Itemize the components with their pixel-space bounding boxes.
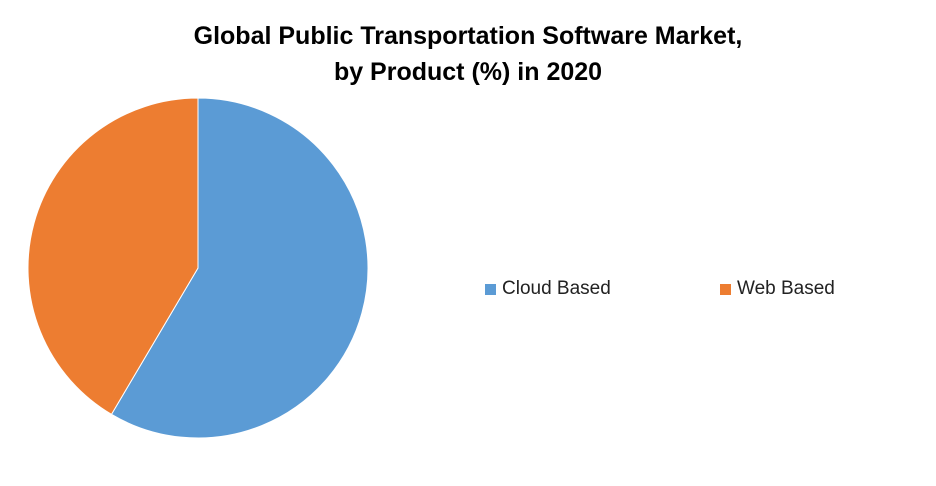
chart-title-line-2: by Product (%) in 2020 (333, 58, 603, 86)
pie-slice-cloud-based (110, 97, 369, 439)
legend-swatch-web-based (720, 283, 731, 295)
legend-item-web-based: Web Based (720, 278, 835, 300)
chart-title-line-1: Global Public Transportation Software Ma… (193, 22, 743, 50)
pie-slice-web-based (27, 97, 199, 416)
legend-swatch-cloud-based (485, 283, 496, 295)
legend-label-cloud-based: Cloud Based (502, 278, 611, 299)
legend-label-web-based: Web Based (737, 278, 835, 299)
legend-item-cloud-based: Cloud Based (485, 278, 611, 300)
chart-title: Global Public Transportation Software Ma… (0, 18, 936, 90)
